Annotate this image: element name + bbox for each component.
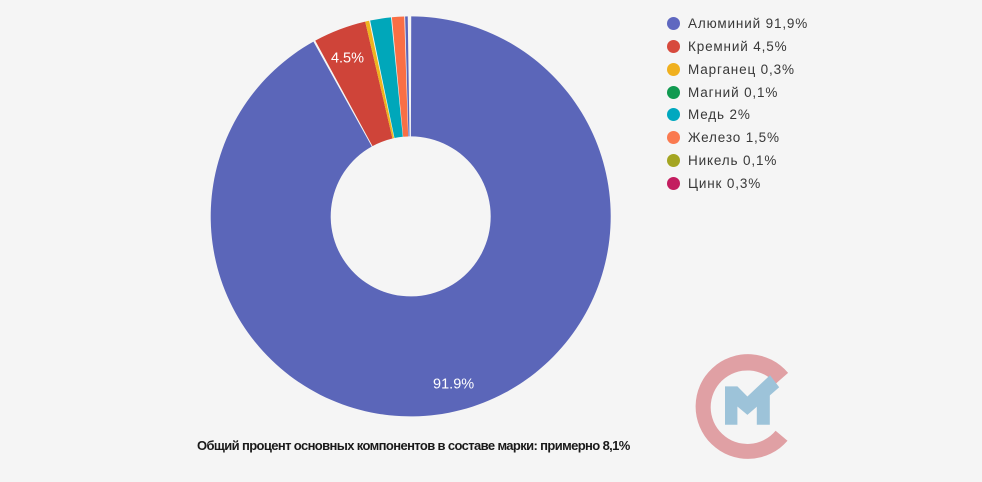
svg-text:91.9%: 91.9% (433, 377, 474, 393)
svg-text:4.5%: 4.5% (331, 51, 364, 67)
